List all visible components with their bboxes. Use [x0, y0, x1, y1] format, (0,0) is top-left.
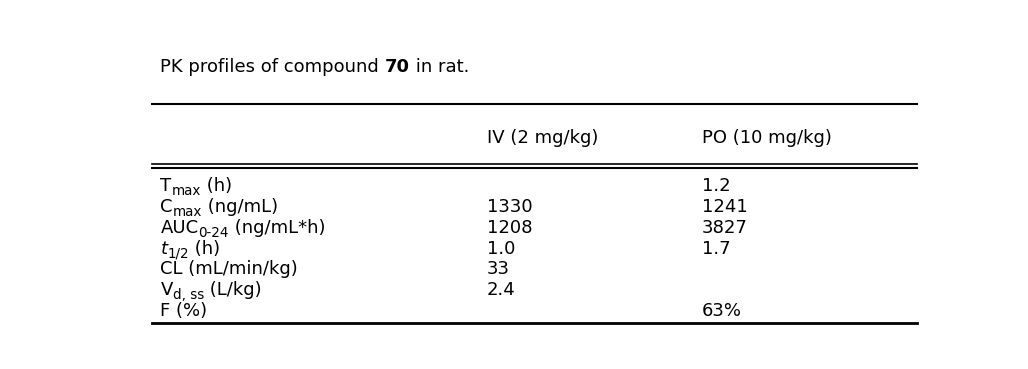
Text: in rat.: in rat.	[410, 58, 469, 76]
Text: (L/kg): (L/kg)	[204, 281, 261, 299]
Text: d, ss: d, ss	[173, 288, 204, 302]
Text: IV (2 mg/kg): IV (2 mg/kg)	[487, 129, 598, 147]
Text: 1.0: 1.0	[487, 239, 515, 258]
Text: 1/2: 1/2	[168, 247, 189, 261]
Text: 70: 70	[384, 58, 410, 76]
Text: 0-24: 0-24	[198, 226, 229, 240]
Text: 1241: 1241	[702, 198, 748, 216]
Text: 2.4: 2.4	[487, 281, 516, 299]
Text: (ng/mL): (ng/mL)	[203, 198, 279, 216]
Text: 3827: 3827	[702, 219, 748, 237]
Text: 33: 33	[487, 260, 510, 278]
Text: (h): (h)	[200, 177, 232, 195]
Text: max: max	[173, 205, 203, 219]
Text: 1.7: 1.7	[702, 239, 731, 258]
Text: AUC: AUC	[160, 219, 198, 237]
Text: (h): (h)	[189, 239, 220, 258]
Text: PO (10 mg/kg): PO (10 mg/kg)	[702, 129, 832, 147]
Text: CL (mL/min/kg): CL (mL/min/kg)	[160, 260, 298, 278]
Text: T: T	[160, 177, 172, 195]
Text: t: t	[160, 239, 168, 258]
Text: 1208: 1208	[487, 219, 533, 237]
Text: 1.2: 1.2	[702, 177, 731, 195]
Text: PK profiles of compound: PK profiles of compound	[160, 58, 384, 76]
Text: C: C	[160, 198, 173, 216]
Text: (ng/mL*h): (ng/mL*h)	[229, 219, 326, 237]
Text: F (%): F (%)	[160, 302, 208, 320]
Text: V: V	[160, 281, 173, 299]
Text: 63%: 63%	[702, 302, 742, 320]
Text: max: max	[172, 184, 200, 199]
Text: 1330: 1330	[487, 198, 533, 216]
